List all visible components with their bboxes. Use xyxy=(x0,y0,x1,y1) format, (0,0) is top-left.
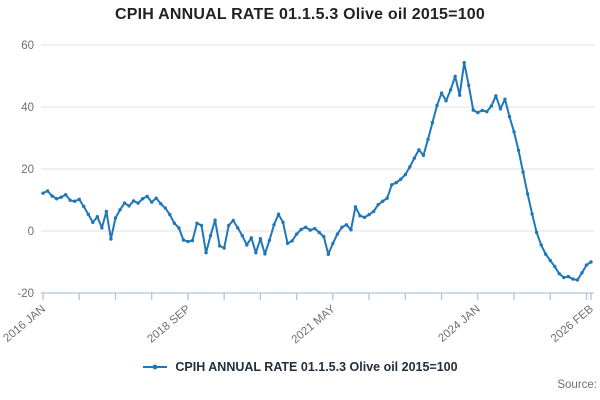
x-axis-tick-label: 2024 JAN xyxy=(436,303,482,345)
chart-title: CPIH ANNUAL RATE 01.1.5.3 Olive oil 2015… xyxy=(115,6,485,23)
data-series-line xyxy=(42,61,592,281)
y-axis-tick-label: 20 xyxy=(21,164,34,176)
x-axis-tick-label: 2016 JAN xyxy=(2,303,48,345)
x-axis-tick-label: 2021 MAY xyxy=(290,303,338,346)
y-axis-tick-label: 40 xyxy=(21,102,34,114)
x-axis-tick-label: 2026 FEB xyxy=(549,303,596,345)
y-axis-tick-label: -20 xyxy=(17,288,34,300)
y-axis-tick-label: 60 xyxy=(21,40,34,52)
legend-line-marker-icon xyxy=(143,364,168,370)
legend-series-label: CPIH ANNUAL RATE 01.1.5.3 Olive oil 2015… xyxy=(175,360,458,374)
legend: CPIH ANNUAL RATE 01.1.5.3 Olive oil 2015… xyxy=(0,357,600,377)
source-label: Source: xyxy=(557,379,597,391)
y-axis-tick-label: 0 xyxy=(28,226,34,238)
x-axis-tick-label: 2018 SEP xyxy=(145,303,193,346)
